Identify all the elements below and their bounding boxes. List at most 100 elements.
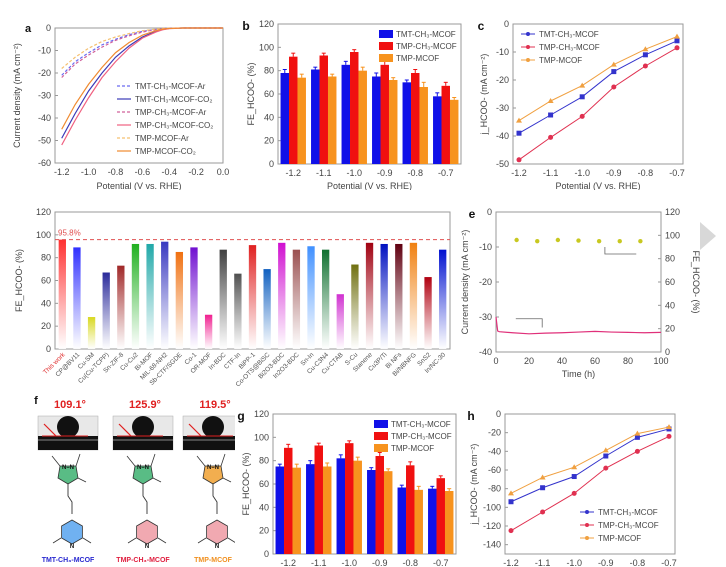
legend-marker xyxy=(585,523,589,527)
bar xyxy=(351,264,359,349)
x-tick-label: 100 xyxy=(653,356,668,366)
legend-label: TMT-CH₃-MCOF-CO₂ xyxy=(135,95,212,104)
y-axis-label: FE_HCOO- (%) xyxy=(241,452,251,515)
data-point xyxy=(579,94,585,100)
y-tick-label: -100 xyxy=(483,502,501,512)
y-tick-label: 120 xyxy=(665,207,680,217)
bar xyxy=(444,491,454,554)
x-tick-label: -1.0 xyxy=(346,168,362,178)
bar xyxy=(395,243,403,349)
substrate xyxy=(183,436,235,450)
bar xyxy=(321,249,330,349)
methyl-bond xyxy=(52,537,62,544)
contact-angle-label: 125.9° xyxy=(129,399,161,411)
data-point xyxy=(634,430,641,436)
contact-angle-label: 109.1° xyxy=(54,399,86,411)
x-tick-label: -1.0 xyxy=(341,558,357,567)
data-point xyxy=(634,434,640,440)
legend-marker xyxy=(585,536,589,540)
bar xyxy=(102,272,110,349)
data-point xyxy=(548,112,554,118)
y-tick-label: -60 xyxy=(38,158,51,168)
data-point xyxy=(610,61,617,67)
legend-label: TMP-CH₃-MCOF xyxy=(396,42,457,51)
data-point xyxy=(579,82,586,88)
y-tick-label: 40 xyxy=(264,112,274,122)
y-tick-label: -60 xyxy=(488,465,501,475)
y-tick-label: 20 xyxy=(264,136,274,146)
plot-frame xyxy=(504,413,676,555)
panel-label: c xyxy=(478,19,485,33)
bar xyxy=(419,87,428,164)
pyrazole-ring xyxy=(202,465,224,485)
x-tick-label: 80 xyxy=(623,356,633,366)
fe-point xyxy=(555,237,561,243)
bar xyxy=(161,241,169,349)
bar xyxy=(327,76,337,164)
molecule-name: TMP-MCOF xyxy=(194,557,232,564)
y-tick-label: 0 xyxy=(665,347,670,357)
bar xyxy=(449,99,459,164)
y-tick-label: -40 xyxy=(479,347,492,357)
x-tick-label: -1.2 xyxy=(511,168,527,178)
x-tick-label: -0.8 xyxy=(407,168,423,178)
y-axis-label: FE_HCOO- (%) xyxy=(14,249,24,312)
data-point xyxy=(642,46,649,52)
y-tick-label: -50 xyxy=(38,136,51,146)
substrate xyxy=(113,436,173,450)
bar xyxy=(314,445,323,554)
molecule-name: TMP-CH₃-MCOF xyxy=(116,557,170,564)
data-point xyxy=(539,474,546,480)
y-axis-label: FE_HCOO- (%) xyxy=(246,62,256,125)
methyl-bond xyxy=(82,537,92,544)
series-line xyxy=(518,36,678,122)
bar xyxy=(380,243,388,349)
x-tick-label: -0.2 xyxy=(188,167,204,177)
y-tick-label: 100 xyxy=(259,42,274,52)
data-point xyxy=(602,447,609,453)
bar xyxy=(311,69,320,164)
water-droplet xyxy=(57,416,79,438)
bar xyxy=(409,242,418,349)
x-tick-label: -1.0 xyxy=(566,558,582,567)
legend-marker xyxy=(526,58,530,62)
y-tick-label: 0 xyxy=(496,409,501,419)
tangent-line xyxy=(188,423,202,437)
legend-label: TMP-CH₃-MCOF xyxy=(391,432,452,441)
series-line xyxy=(518,40,678,134)
bar xyxy=(58,239,66,349)
legend-marker xyxy=(585,510,589,514)
panel-label: g xyxy=(237,409,244,423)
series-line xyxy=(510,426,670,494)
x-tick-label: -0.8 xyxy=(638,168,654,178)
methyl-bond xyxy=(126,455,136,467)
methyl-bond xyxy=(227,537,235,543)
legend-label: TMT-CH₃-MCOF-Ar xyxy=(135,82,206,91)
y-tick-label: 80 xyxy=(41,253,51,263)
bar xyxy=(280,73,290,164)
data-point xyxy=(666,424,672,430)
legend-swatch xyxy=(379,30,393,38)
y-tick-label: 80 xyxy=(264,66,274,76)
y-tick-label: -30 xyxy=(479,312,492,322)
x-tick-label: -1.2 xyxy=(280,558,296,567)
bar xyxy=(367,470,376,554)
series-line xyxy=(61,27,223,130)
bar xyxy=(414,489,423,554)
bar xyxy=(190,247,198,349)
bar xyxy=(292,467,301,554)
next-arrow-icon[interactable] xyxy=(700,222,716,250)
methyl-bond xyxy=(51,455,61,467)
y-tick-label: 80 xyxy=(259,456,269,466)
data-point xyxy=(571,474,577,480)
contact-angle-label: 119.5° xyxy=(199,399,230,411)
methyl-bond xyxy=(196,455,206,467)
pyrazole-ring xyxy=(57,465,79,485)
methyl-bond xyxy=(150,453,156,467)
vinyl-linker xyxy=(212,484,218,514)
legend-swatch xyxy=(374,432,388,440)
fe-point xyxy=(596,238,602,244)
y-tick-label: 40 xyxy=(665,300,675,310)
data-point xyxy=(634,448,640,454)
y-tick-label: 40 xyxy=(41,298,51,308)
